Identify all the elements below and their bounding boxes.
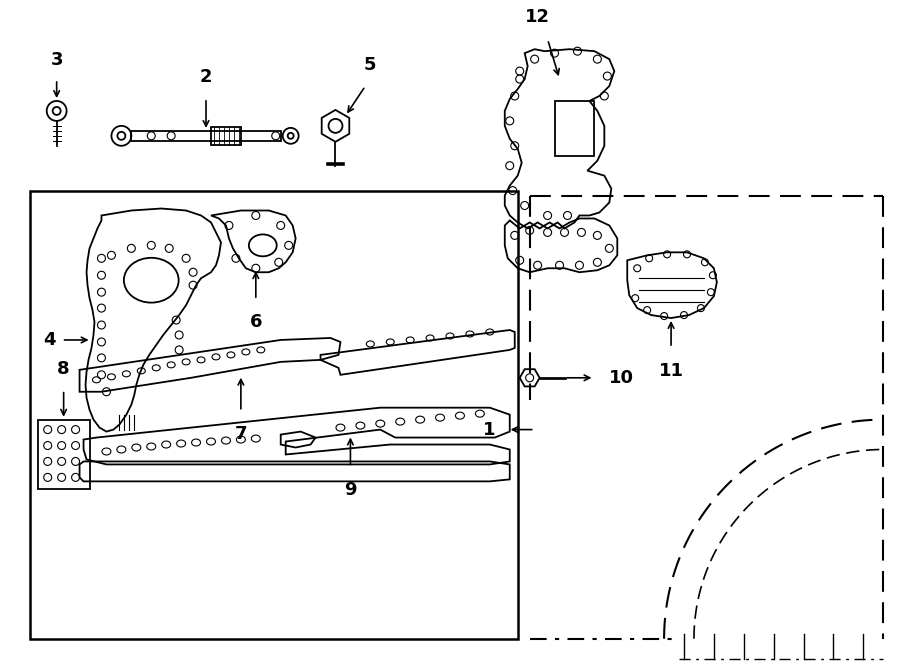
Text: 4: 4 (43, 331, 56, 349)
Text: 8: 8 (58, 360, 70, 378)
Text: 3: 3 (50, 51, 63, 69)
Text: 6: 6 (249, 313, 262, 331)
Text: 9: 9 (344, 481, 356, 499)
Text: 10: 10 (609, 369, 634, 387)
Text: 1: 1 (483, 420, 496, 439)
Text: 11: 11 (659, 362, 684, 380)
Text: 2: 2 (200, 68, 212, 86)
Text: 12: 12 (525, 9, 550, 26)
Text: 7: 7 (235, 424, 248, 443)
Text: 5: 5 (364, 56, 376, 74)
